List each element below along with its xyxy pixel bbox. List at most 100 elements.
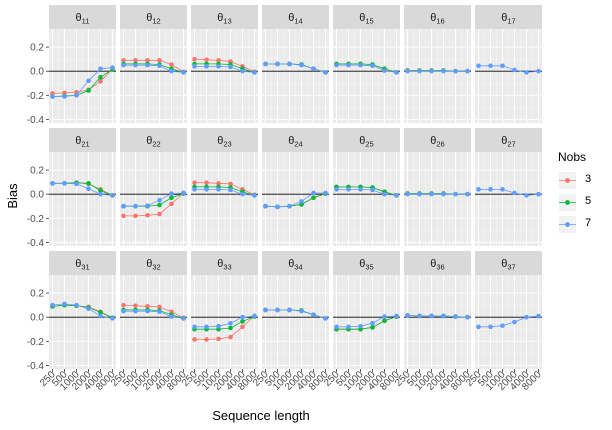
data-point-nobs-3: [192, 56, 197, 62]
panel-theta-25: θ25: [333, 128, 400, 246]
panel-strip: [333, 251, 400, 275]
data-point-nobs-5: [169, 195, 174, 201]
y-tick-label: 0.0: [30, 313, 44, 324]
data-point-nobs-7: [192, 64, 197, 69]
data-point-nobs-7: [204, 64, 209, 69]
data-point-nobs-7: [62, 301, 67, 307]
data-point-nobs-7: [216, 187, 221, 192]
data-point-nobs-7: [488, 187, 493, 192]
data-point-nobs-7: [334, 62, 339, 68]
data-point-nobs-7: [465, 68, 470, 74]
data-point-nobs-7: [86, 306, 91, 312]
y-tick-label: 0.2: [30, 43, 44, 54]
data-point-nobs-7: [50, 302, 55, 308]
data-point-nobs-7: [62, 94, 67, 99]
panel-strip: [262, 128, 329, 152]
data-point-nobs-7: [169, 191, 174, 196]
y-tick-label: -0.2: [27, 337, 45, 348]
data-point-nobs-7: [121, 62, 126, 68]
legend-label-3: 3: [585, 173, 592, 185]
data-point-nobs-3: [192, 337, 197, 342]
data-point-nobs-3: [121, 58, 126, 63]
data-point-nobs-7: [204, 324, 209, 330]
data-point-nobs-3: [145, 304, 150, 309]
data-point-nobs-3: [216, 181, 221, 186]
legend-title: Nobs: [558, 150, 587, 164]
data-point-nobs-7: [181, 70, 186, 75]
data-point-nobs-7: [370, 187, 375, 193]
data-point-nobs-7: [86, 186, 91, 192]
data-point-nobs-3: [192, 180, 197, 186]
data-point-nobs-7: [216, 64, 221, 69]
y-tick-label: 0.2: [30, 166, 44, 177]
panel-strip: [333, 128, 400, 152]
data-point-nobs-7: [358, 323, 363, 329]
data-point-nobs-7: [465, 314, 470, 320]
y-axis-title: Bias: [5, 183, 20, 209]
data-point-nobs-7: [500, 323, 505, 328]
data-point-nobs-7: [299, 199, 304, 204]
data-point-nobs-3: [121, 213, 126, 219]
data-point-nobs-3: [133, 58, 138, 63]
data-point-nobs-7: [429, 191, 434, 197]
data-point-nobs-7: [169, 314, 174, 319]
data-point-nobs-5: [98, 74, 103, 80]
legend-key-7: [559, 216, 576, 233]
data-point-nobs-7: [536, 313, 541, 319]
data-point-nobs-7: [536, 191, 541, 197]
data-point-nobs-7: [98, 191, 103, 197]
data-point-nobs-7: [145, 308, 150, 314]
panel-strip: [49, 5, 116, 29]
data-point-nobs-7: [346, 324, 351, 330]
data-point-nobs-3: [228, 181, 233, 187]
data-point-nobs-7: [192, 324, 197, 330]
data-point-nobs-7: [275, 61, 280, 67]
data-point-nobs-7: [476, 324, 481, 330]
data-point-nobs-7: [453, 314, 458, 319]
data-point-nobs-7: [405, 313, 410, 318]
data-point-nobs-7: [263, 61, 268, 67]
data-point-nobs-7: [275, 204, 280, 210]
y-tick-label: -0.4: [27, 238, 45, 249]
data-point-nobs-7: [394, 193, 399, 198]
data-point-nobs-7: [263, 307, 268, 313]
data-point-nobs-7: [181, 316, 186, 321]
data-point-nobs-7: [441, 191, 446, 197]
data-point-nobs-7: [240, 191, 245, 197]
data-point-nobs-7: [512, 319, 517, 325]
panel-strip: [262, 5, 329, 29]
data-point-nobs-7: [228, 320, 233, 326]
data-point-nobs-7: [110, 316, 115, 321]
data-point-nobs-3: [145, 58, 150, 63]
data-point-nobs-5: [157, 202, 162, 208]
data-point-nobs-7: [512, 67, 517, 73]
panel-theta-27: θ27: [475, 128, 542, 246]
data-point-nobs-7: [145, 62, 150, 68]
data-point-nobs-7: [275, 307, 280, 313]
y-tick-label: -0.2: [27, 214, 45, 225]
data-point-nobs-3: [204, 57, 209, 63]
data-point-nobs-5: [98, 188, 103, 193]
data-point-nobs-7: [453, 68, 458, 74]
panel-theta-24: θ24: [262, 128, 329, 246]
panel-theta-12: θ12: [120, 5, 187, 123]
y-tick-label: 0.2: [30, 289, 44, 300]
panel-strip: [475, 128, 542, 152]
data-point-nobs-3: [98, 79, 103, 84]
data-point-nobs-7: [98, 313, 103, 319]
data-point-nobs-7: [311, 312, 316, 318]
data-point-nobs-7: [323, 70, 328, 75]
data-point-nobs-7: [394, 70, 399, 75]
data-point-nobs-7: [536, 68, 541, 74]
data-point-nobs-7: [169, 68, 174, 74]
data-point-nobs-7: [74, 181, 79, 187]
data-point-nobs-3: [169, 62, 174, 67]
data-point-nobs-7: [405, 191, 410, 197]
data-point-nobs-7: [441, 68, 446, 74]
data-point-nobs-3: [216, 58, 221, 63]
data-point-nobs-7: [334, 324, 339, 330]
